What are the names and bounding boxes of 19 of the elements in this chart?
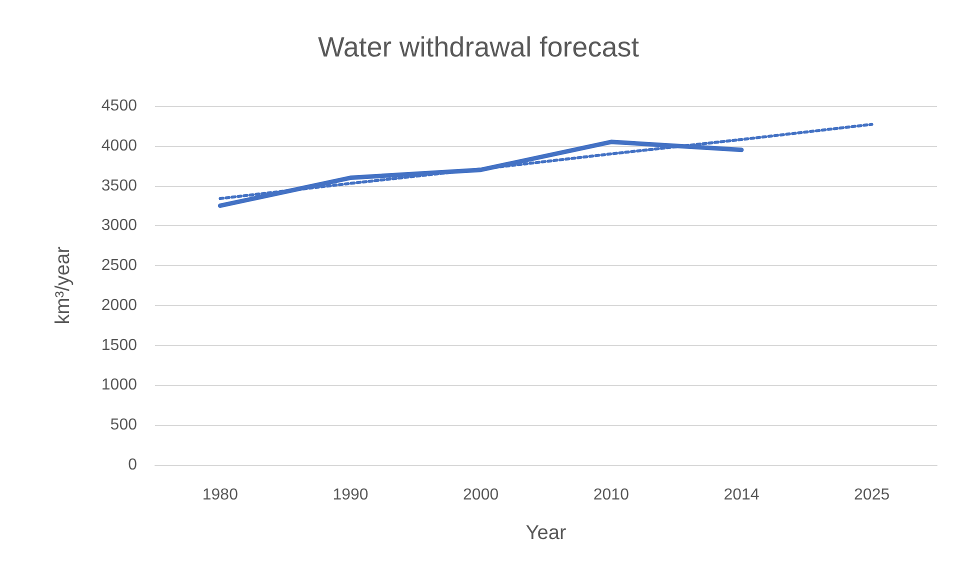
y-tick-label: 2500 xyxy=(101,257,138,274)
x-tick-label: 1990 xyxy=(332,486,368,504)
y-axis-title: km³/year xyxy=(52,246,74,324)
y-tick-label: 4500 xyxy=(101,98,138,114)
y-tick-label: 3000 xyxy=(101,217,138,234)
x-tick-label: 2010 xyxy=(593,486,630,504)
chart-title: Water withdrawal forecast xyxy=(318,32,640,62)
y-tick-label: 1500 xyxy=(101,336,138,354)
x-tick-label: 2025 xyxy=(854,486,890,504)
y-tick-label: 4000 xyxy=(101,137,138,154)
x-tick-label: 2000 xyxy=(463,486,499,504)
y-tick-label: 500 xyxy=(110,416,138,434)
y-tick-label: 3500 xyxy=(101,177,138,194)
y-tick-label: 0 xyxy=(128,456,138,474)
x-tick-label: 1980 xyxy=(202,486,238,504)
x-axis-title: Year xyxy=(526,522,567,544)
y-tick-label: 1000 xyxy=(101,376,138,394)
y-tick-label: 2000 xyxy=(101,296,138,314)
x-tick-label: 2014 xyxy=(724,486,760,504)
